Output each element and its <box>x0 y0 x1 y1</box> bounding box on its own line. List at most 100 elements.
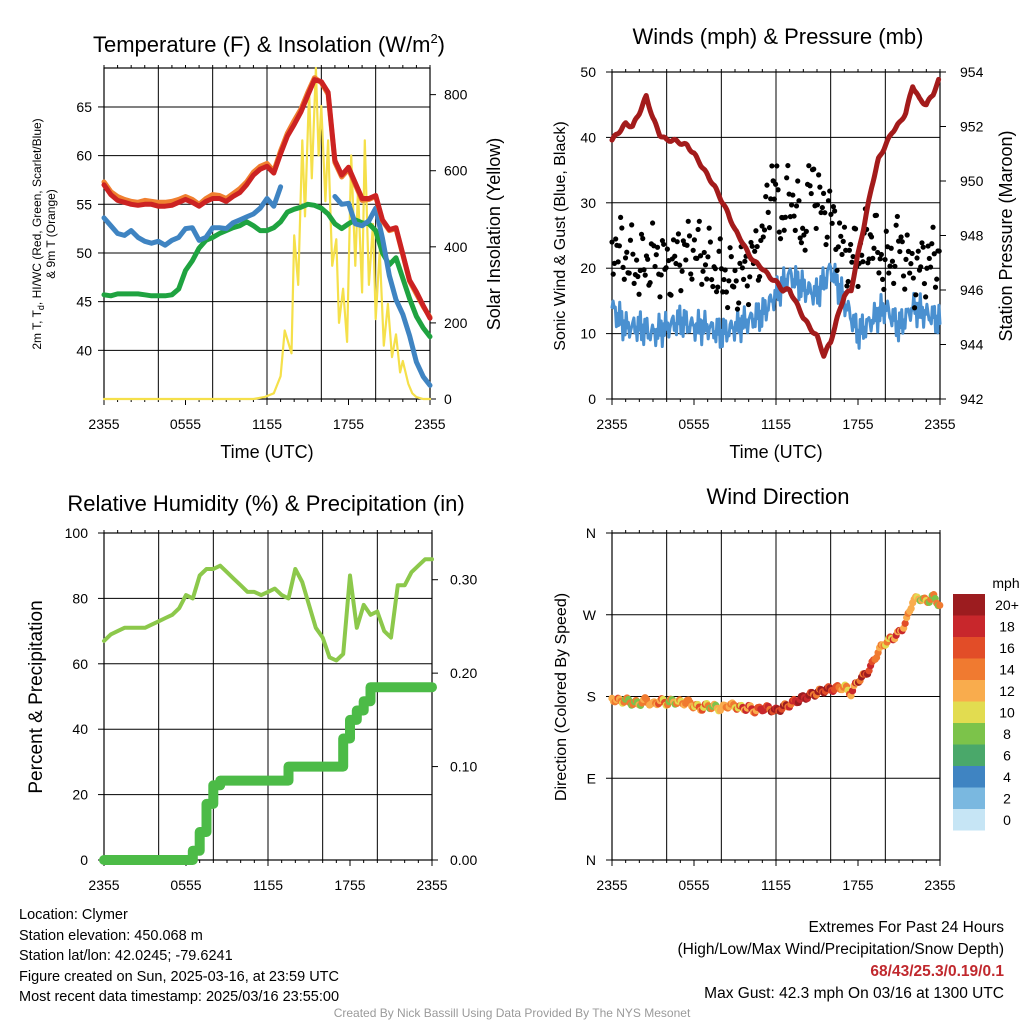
x-axis-label: Time (UTC) <box>729 442 822 462</box>
legend-label: 16 <box>999 640 1015 656</box>
credit-line: Created By Nick Bassill Using Data Provi… <box>333 1006 691 1020</box>
gust-point <box>852 226 859 232</box>
y2-axis-label: Solar Insolation (Yellow) <box>484 138 504 330</box>
gust-point <box>613 236 619 242</box>
panel-2: 2355 0555 1155 1755 2355 Winds (mph) & Pressu… <box>552 24 1016 462</box>
gust-point <box>641 267 647 273</box>
gust-point <box>635 273 641 280</box>
gust-point <box>888 245 894 251</box>
gust-point <box>619 225 625 231</box>
gust-point <box>690 247 696 253</box>
gust-point <box>725 304 731 311</box>
series-direction-points <box>608 591 944 717</box>
y-tick-label: W <box>583 607 597 623</box>
gust-point <box>909 250 915 257</box>
gust-point <box>622 255 629 261</box>
extremes-title: Extremes For Past 24 Hours <box>808 919 1004 936</box>
gust-point <box>766 225 773 231</box>
gust-point <box>771 196 777 202</box>
gust-point <box>887 263 893 269</box>
gust-point <box>781 227 787 233</box>
station-elevation: Station elevation: 450.068 m <box>19 927 203 944</box>
gust-point <box>734 306 741 312</box>
gust-point <box>679 268 685 274</box>
gust-point <box>715 284 721 290</box>
series-sonic-wind-line <box>610 262 942 350</box>
gust-point <box>707 239 714 245</box>
gust-point <box>686 233 693 239</box>
x-tick-label: 2355 <box>596 416 627 432</box>
gust-point <box>733 278 739 284</box>
gust-point <box>824 234 830 240</box>
gust-point <box>936 248 942 254</box>
y-tick-label: 40 <box>76 342 92 358</box>
legend-swatch <box>953 594 985 616</box>
gust-point <box>765 209 771 215</box>
gust-point <box>609 239 615 245</box>
gust-point <box>749 243 755 249</box>
series-heatindex-line <box>101 184 433 388</box>
gust-point <box>818 209 824 216</box>
legend-label: 20+ <box>995 597 1019 613</box>
gust-point <box>769 163 775 169</box>
y-axis-label: Direction (Colored By Speed) <box>553 593 570 801</box>
gust-point <box>892 263 898 269</box>
gust-point <box>790 192 796 198</box>
gust-point <box>850 253 856 260</box>
series-gust-points <box>609 162 942 312</box>
gust-point <box>900 273 907 279</box>
legend-label: 14 <box>999 661 1015 677</box>
x-tick-label: 1755 <box>842 877 873 893</box>
gust-point <box>844 283 850 289</box>
gust-point <box>726 278 732 284</box>
y-tick-label: 45 <box>76 294 92 310</box>
gust-point <box>838 233 844 239</box>
gust-point <box>925 243 931 249</box>
y-tick-label: 40 <box>72 721 88 737</box>
y2-tick-label: 942 <box>960 391 984 407</box>
panel-4: 2355 0555 1155 1755 2355 Wind Direction N E S W N D… <box>553 484 1020 893</box>
gust-point <box>737 260 743 266</box>
x-tick-label: 0555 <box>678 416 709 432</box>
gust-point <box>868 234 875 240</box>
legend-swatch <box>953 809 985 831</box>
x-tick-label: 1155 <box>761 877 791 893</box>
chart-title: Wind Direction <box>706 484 849 509</box>
legend-title: mph <box>992 575 1019 591</box>
gust-point <box>760 234 766 240</box>
gust-point <box>709 276 715 283</box>
y-axis-label-part: 2m T, T <box>30 309 44 349</box>
station-location: Location: Clymer <box>19 907 128 923</box>
gust-point <box>894 213 900 220</box>
y2-tick-label: 600 <box>444 163 468 179</box>
gust-point <box>893 222 899 228</box>
x-tick-label: 2355 <box>924 877 955 893</box>
gust-point <box>881 286 887 292</box>
gust-point <box>801 232 807 238</box>
y-tick-label: 50 <box>580 64 596 80</box>
gust-point <box>699 281 705 287</box>
gust-point <box>813 225 819 232</box>
gust-point <box>806 163 812 169</box>
gust-point <box>668 292 674 298</box>
gust-point <box>897 248 903 255</box>
y-tick-label: N <box>586 852 596 868</box>
gust-point <box>891 280 897 286</box>
direction-point <box>936 601 944 609</box>
gust-point <box>832 208 838 214</box>
y-tick-label: 50 <box>76 245 92 261</box>
gust-point <box>677 262 683 268</box>
gust-point <box>761 227 768 233</box>
gust-point <box>626 270 632 276</box>
legend-label: 6 <box>1003 747 1011 763</box>
gust-point <box>642 272 648 278</box>
y2-tick-label: 0.00 <box>450 852 477 868</box>
y-axis-label-line2: & 9m T (Orange) <box>44 189 58 279</box>
gust-point <box>759 223 765 229</box>
gust-point <box>873 212 880 218</box>
gust-point <box>877 256 883 262</box>
gust-point <box>830 204 837 210</box>
max-gust: Max Gust: 42.3 mph On 03/16 at 1300 UTC <box>704 985 1004 1002</box>
gust-point <box>752 248 758 254</box>
gust-point <box>745 301 752 308</box>
